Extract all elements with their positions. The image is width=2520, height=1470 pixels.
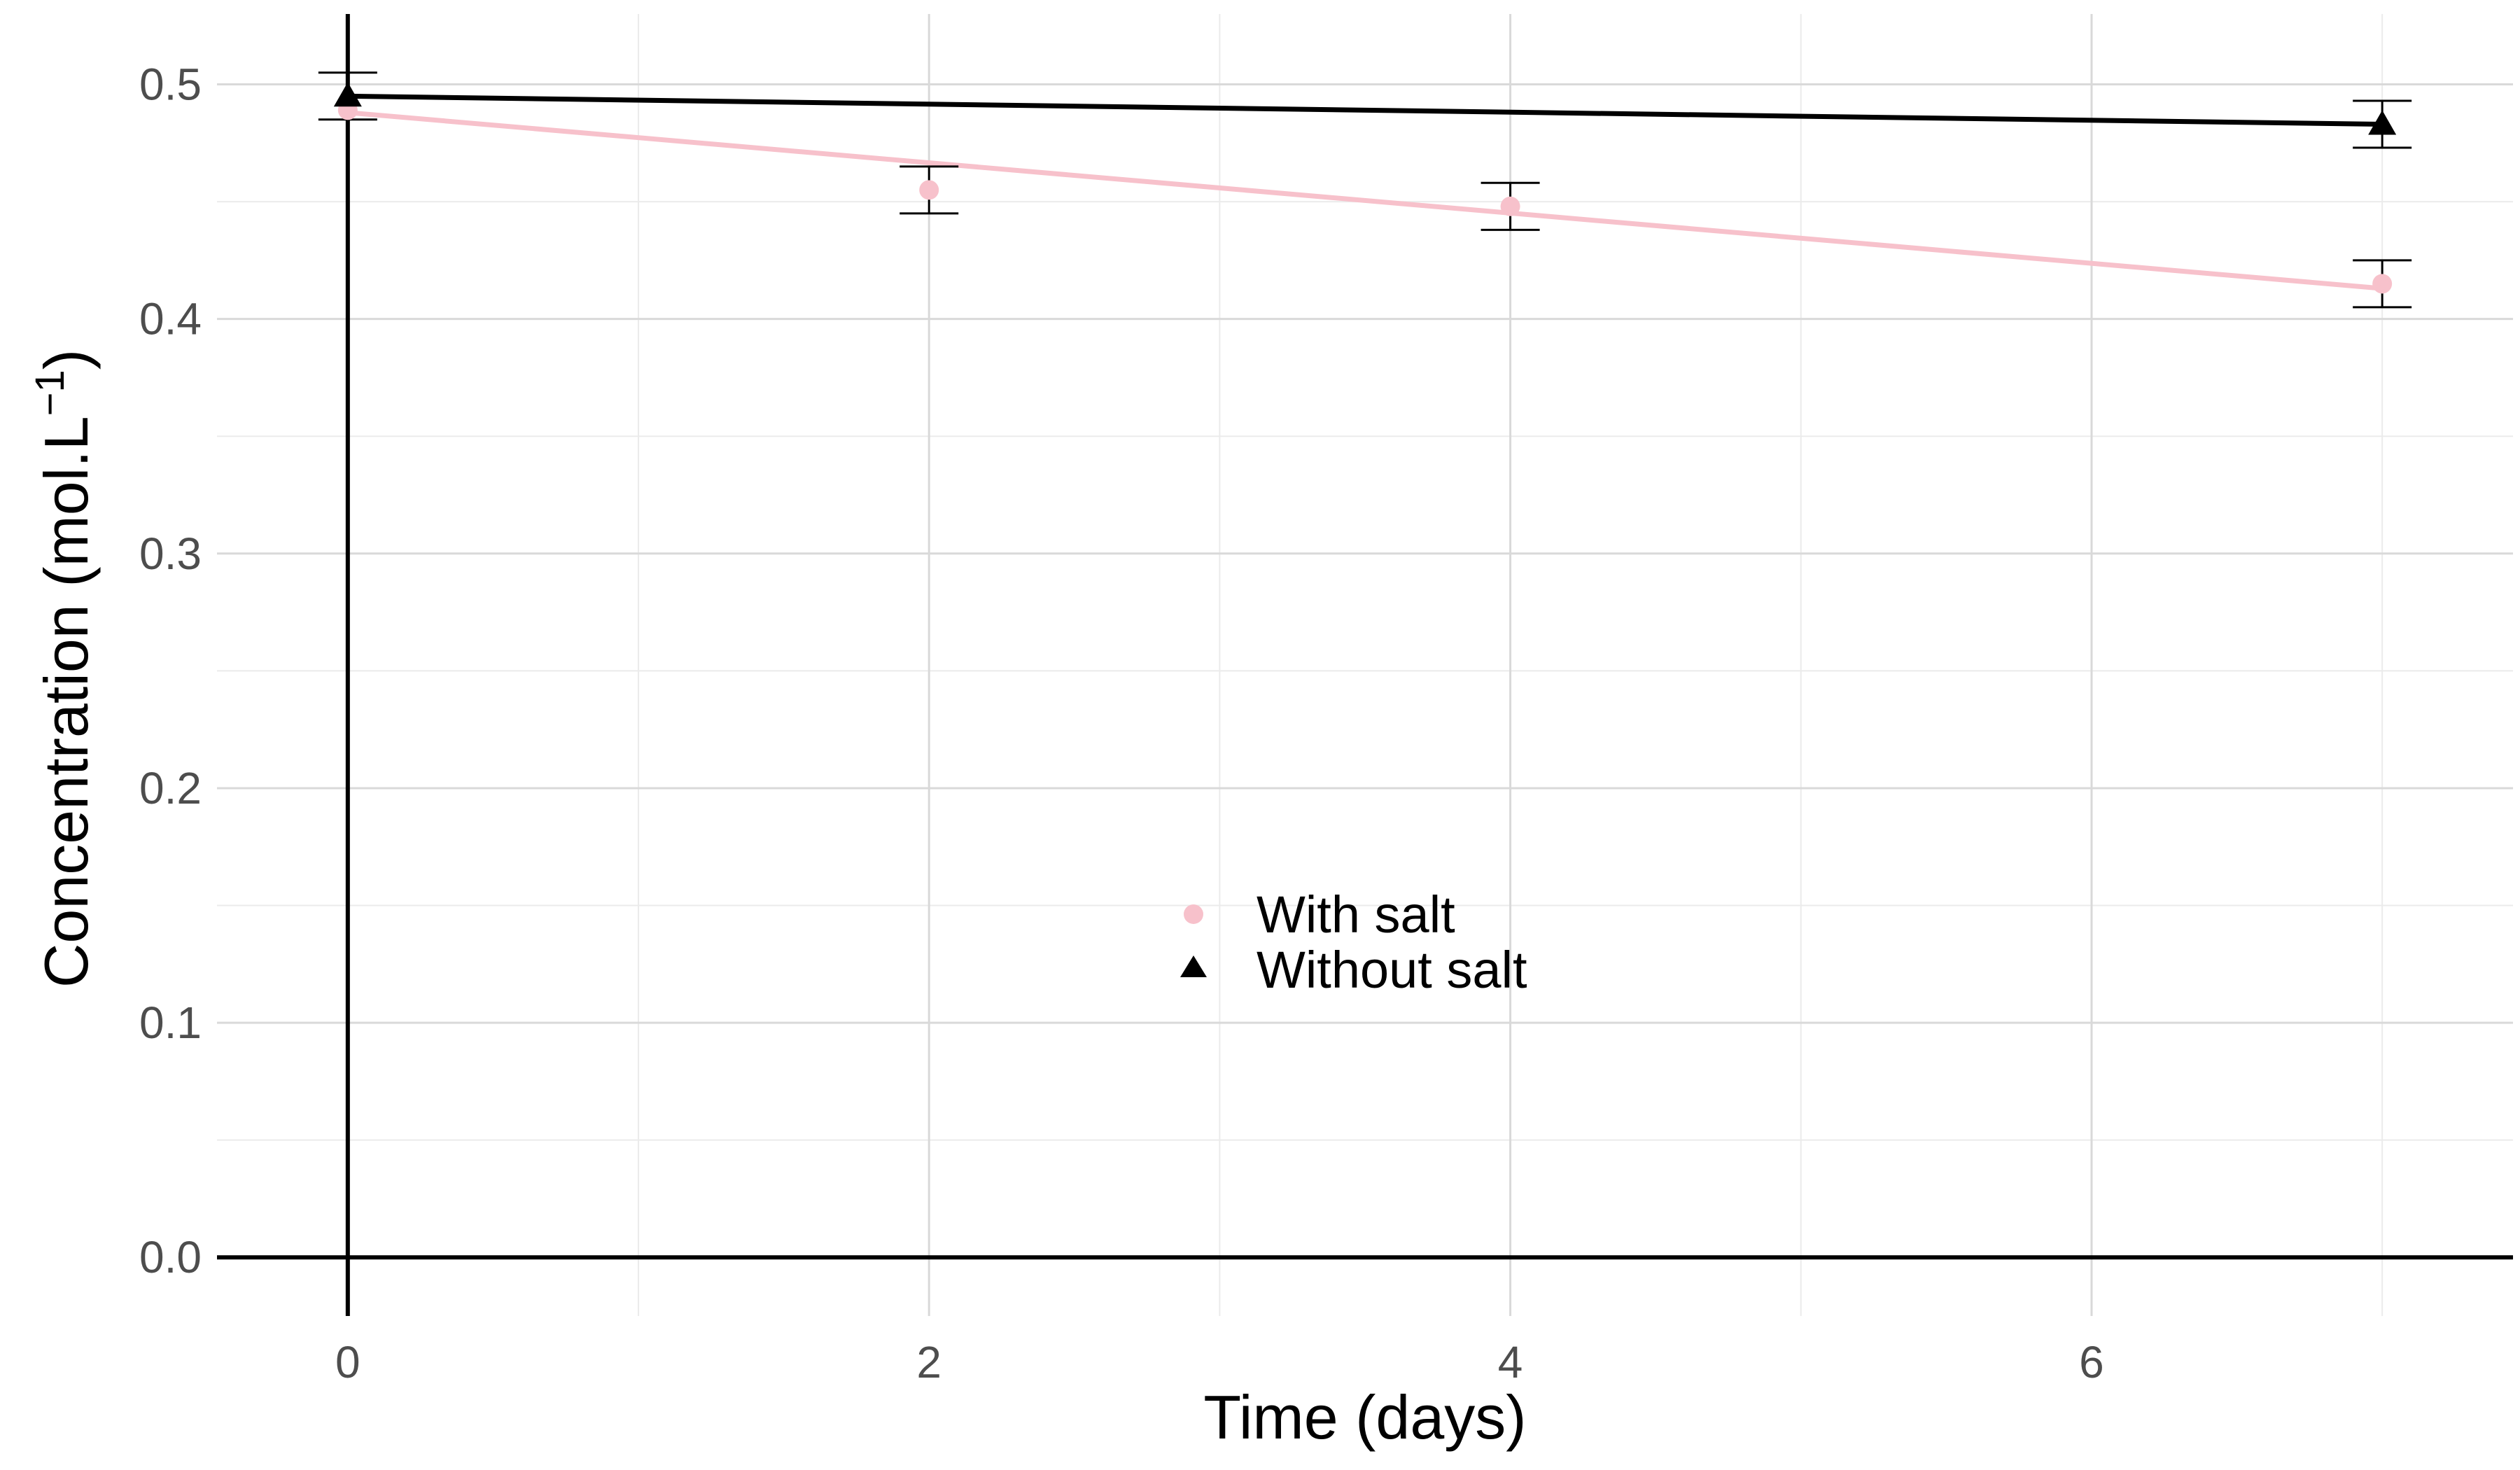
legend-key-without-salt: [1180, 955, 1207, 977]
point-with-salt: [1500, 196, 1520, 216]
legend-label-with-salt: With salt: [1256, 886, 1455, 944]
minor-grid: [217, 14, 2513, 1316]
point-without-salt: [333, 82, 362, 107]
fit-line-with-salt: [347, 110, 2383, 291]
y-tick-label: 0.4: [139, 294, 202, 344]
y-tick-label: 0.1: [139, 997, 202, 1048]
point-with-salt: [919, 180, 939, 200]
legend-label-without-salt: Without salt: [1256, 941, 1527, 999]
fit-lines: [347, 93, 2383, 291]
axes: [217, 14, 2513, 1316]
x-axis-title: Time (days): [1203, 1382, 1526, 1452]
point-without-salt: [2368, 110, 2397, 135]
y-axis-title-main: Concentration (mol.L: [31, 416, 101, 988]
y-tick-label: 0.2: [139, 763, 202, 813]
data-points: [333, 82, 2397, 294]
y-tick-label: 0.5: [139, 59, 202, 110]
legend-key-with-salt: [1184, 904, 1203, 924]
x-tick-label: 4: [1498, 1337, 1523, 1387]
x-tick-label: 0: [335, 1337, 360, 1387]
tick-labels: 0 2 4 6 0.0 0.1 0.2 0.3 0.4 0.5: [139, 59, 2104, 1387]
x-tick-label: 6: [2079, 1337, 2104, 1387]
y-axis-title-superscript: −1: [27, 370, 73, 416]
point-with-salt: [2372, 274, 2393, 294]
y-tick-label: 0.3: [139, 528, 202, 579]
y-axis-title: Concentration (mol.L−1): [27, 349, 101, 988]
y-tick-label: 0.0: [139, 1232, 202, 1282]
legend: With salt Without salt: [1180, 886, 1527, 999]
y-axis-title-close: ): [31, 349, 101, 370]
fit-line-without-salt: [347, 93, 2383, 127]
major-grid: [217, 14, 2513, 1316]
x-tick-label: 2: [916, 1337, 941, 1387]
